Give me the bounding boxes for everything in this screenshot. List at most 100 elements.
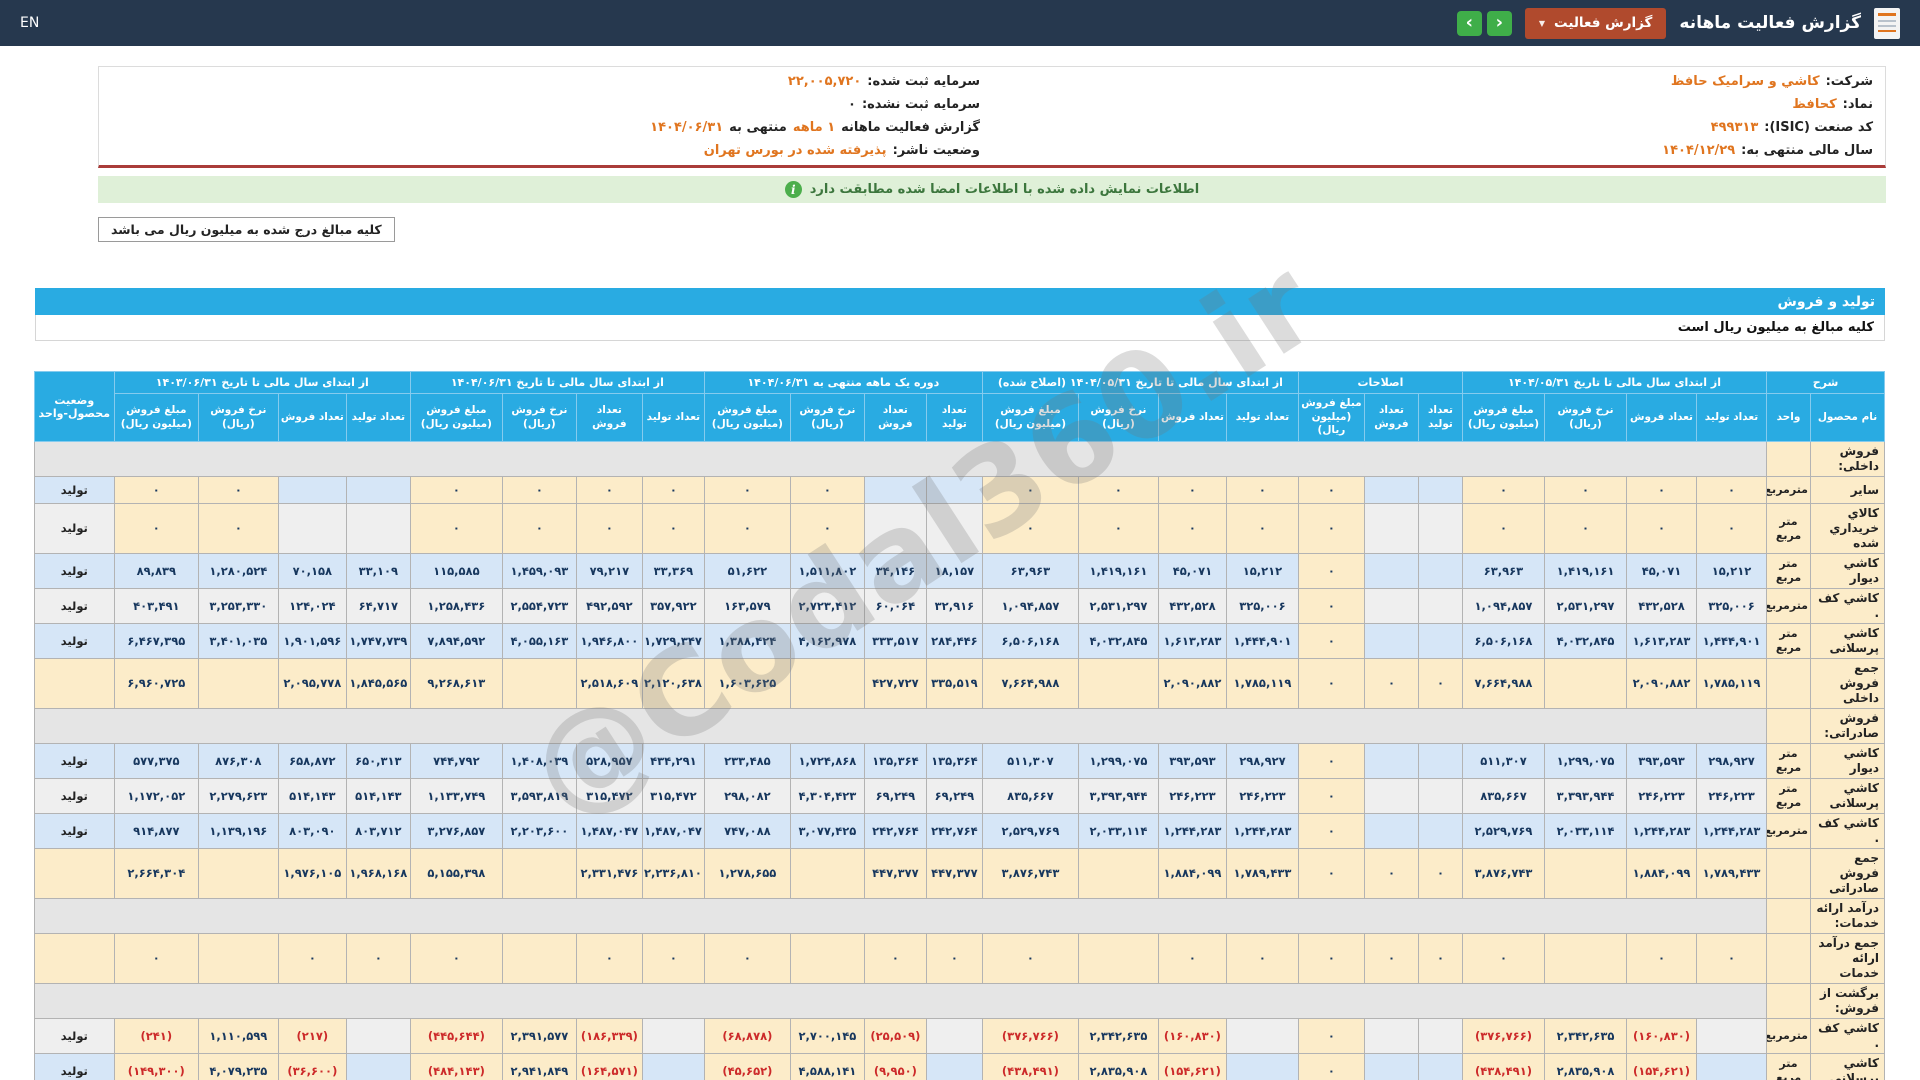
value-cell: [1363, 778, 1419, 814]
value-cell: ۰: [501, 476, 577, 504]
value-cell: ۲۹۸,۹۲۷: [1225, 743, 1299, 779]
value-cell: ۴,۰۳۲,۸۴۵: [1077, 623, 1159, 659]
value-cell: ۲۴۶,۲۲۳: [1626, 778, 1697, 814]
value-cell: ۸۷۶,۳۰۸: [197, 743, 279, 779]
value-cell: [1363, 813, 1419, 849]
info-field: سرمایه ثبت نشده: ۰: [99, 93, 992, 116]
chevron-down-icon: ▼: [1538, 18, 1546, 28]
value-cell: ۱۲۴,۰۲۴: [277, 588, 347, 624]
value-cell: (۲۴۱): [113, 1018, 199, 1054]
value-cell: [197, 658, 279, 709]
value-cell: ۶۰,۰۶۴: [863, 588, 927, 624]
total-row: جمع درآمد ارائه خدمات ۰ ۰ ۰ ۰ ۰ ۰ ۰ ۰ ۰ ۰ ۰ ۰ ۰ ۰ ۰ ۰ ۰ ۰: [33, 933, 1885, 984]
value-cell: ۸۹,۸۳۹: [113, 553, 199, 589]
total-row: جمع فروش داخلی ۱,۷۸۵,۱۱۹ ۲,۰۹۰,۸۸۲ ۷,۶۶۴,۹۸…: [33, 658, 1885, 709]
value-cell: ۰: [409, 476, 503, 504]
value-cell: (۹,۹۵۰): [863, 1053, 927, 1080]
value-cell: ۱۶۳,۵۷۹: [703, 588, 791, 624]
value-cell: [1363, 1053, 1419, 1080]
value-cell: ۰: [1225, 476, 1299, 504]
section-row: فروش صادراتی:: [33, 708, 1885, 744]
value-cell: ۴,۵۸۸,۱۴۱: [789, 1053, 865, 1080]
unit-cell: متر مربع: [1766, 623, 1811, 659]
value-cell: ۲,۲۳۶,۸۱۰: [641, 848, 705, 899]
prev-report-button[interactable]: ‹: [1486, 10, 1512, 36]
section-label-cell: فروش داخلی:: [1810, 441, 1885, 477]
value-cell: [197, 848, 279, 899]
amounts-note-row: کلیه مبالغ به میلیون ریال است: [35, 315, 1885, 341]
section-fill-cell: [33, 983, 1768, 1019]
value-cell: ۱,۷۸۵,۱۱۹: [1225, 658, 1299, 709]
column-header: مبلغ فروش (میلیون ریال): [703, 393, 791, 442]
value-cell: ۰: [1626, 503, 1697, 554]
info-value: کاشي و سرامیک حافظ: [1670, 74, 1820, 89]
column-header: تعداد تولید: [345, 393, 411, 442]
value-cell: [1077, 933, 1159, 984]
value-cell: ۲,۸۳۵,۹۰۸: [1077, 1053, 1159, 1080]
value-cell: ۱,۳۸۸,۴۲۴: [703, 623, 791, 659]
value-cell: [925, 1018, 983, 1054]
value-cell: ۱,۹۶۸,۱۶۸: [345, 848, 411, 899]
report-type-dropdown[interactable]: گزارش فعالیت ▼: [1524, 7, 1667, 39]
value-cell: ۰: [925, 933, 983, 984]
column-group-header: از ابتدای سال مالی تا تاریخ ۱۴۰۴/۰۵/۳۱ (…: [981, 371, 1299, 394]
column-header: تعداد فروش: [1626, 393, 1697, 442]
info-field: کد صنعت (ISIC): ۴۹۹۳۱۳: [992, 116, 1885, 139]
status-cell: تولید: [33, 778, 115, 814]
value-cell: ۲,۵۱۸,۶۰۹: [575, 658, 643, 709]
unit-cell: [1766, 708, 1811, 744]
value-cell: [1417, 1053, 1463, 1080]
column-header: تعداد فروش: [1363, 393, 1419, 442]
column-group-header: دوره یک ماهه منتهی به ۱۴۰۴/۰۶/۳۱: [703, 371, 983, 394]
value-cell: [789, 658, 865, 709]
product-name-cell: کاشي کف .: [1810, 588, 1885, 624]
info-value: ۰: [848, 97, 856, 112]
value-cell: ۰: [277, 933, 347, 984]
status-cell: تولید: [33, 476, 115, 504]
value-cell: ۳۲,۹۱۶: [925, 588, 983, 624]
product-name-cell: کاشي کف .: [1810, 1018, 1885, 1054]
unit-cell: [1766, 898, 1811, 934]
value-cell: ۲,۹۴۱,۸۴۹: [501, 1053, 577, 1080]
language-switch[interactable]: EN: [20, 15, 40, 31]
value-cell: ۰: [981, 476, 1079, 504]
value-cell: ۱,۸۸۴,۰۹۹: [1157, 848, 1227, 899]
next-report-button[interactable]: ›: [1456, 10, 1482, 36]
value-cell: ۲,۳۳۱,۴۷۶: [575, 848, 643, 899]
value-cell: ۶۹,۲۴۹: [925, 778, 983, 814]
value-cell: ۲,۲۷۹,۶۲۳: [197, 778, 279, 814]
value-cell: ۶,۵۰۶,۱۶۸: [1461, 623, 1546, 659]
unit-cell: متر مربع: [1766, 778, 1811, 814]
value-cell: ۰: [409, 933, 503, 984]
value-cell: ۲,۰۹۰,۸۸۲: [1157, 658, 1227, 709]
value-cell: ۳۳۳,۵۱۷: [863, 623, 927, 659]
value-cell: ۲,۵۲۹,۷۶۹: [1461, 813, 1546, 849]
total-row: جمع فروش صادراتی ۱,۷۸۹,۴۳۳ ۱,۸۸۴,۰۹۹ ۳,۸۷۶,…: [33, 848, 1885, 899]
info-field: گزارش فعالیت ماهانه ۱ ماهه منتهی به ۱۴۰۴/۰۶…: [99, 116, 992, 139]
value-cell: [925, 503, 983, 554]
company-info-panel: شرکت: کاشي و سرامیک حافظ سرمایه ثبت شده: ۲۲…: [98, 66, 1886, 168]
value-cell: [1696, 1018, 1767, 1054]
column-header: نرخ فروش (ریال): [501, 393, 577, 442]
column-header: تعداد تولید: [641, 393, 705, 442]
column-header: مبلغ فروش (میلیون ریال): [1297, 393, 1365, 442]
column-group-header: از ابتدای سال مالی تا تاریخ ۱۴۰۳/۰۶/۳۱: [113, 371, 411, 394]
unit-cell: [1766, 441, 1811, 477]
value-cell: [277, 476, 347, 504]
value-cell: ۲۴۶,۲۲۳: [1696, 778, 1767, 814]
value-cell: [1363, 623, 1419, 659]
value-cell: ۰: [1363, 848, 1419, 899]
product-row: کاشي دیوار متر مربع ۲۹۸,۹۲۷ ۳۹۳,۵۹۳ ۱,۲۹۹,۰۷…: [33, 743, 1885, 779]
column-group-header: شرح: [1766, 371, 1885, 394]
value-cell: ۰: [575, 503, 643, 554]
value-cell: ۳,۴۰۱,۰۳۵: [197, 623, 279, 659]
value-cell: ۰: [501, 503, 577, 554]
value-cell: ۶,۵۰۶,۱۶۸: [981, 623, 1079, 659]
table-wrapper: شرح از ابتدای سال مالی تا تاریخ ۱۴۰۴/۰۵/۳…: [33, 371, 1885, 1080]
value-cell: ۲۹۸,۰۸۲: [703, 778, 791, 814]
status-cell: تولید: [33, 813, 115, 849]
value-cell: ۰: [1297, 743, 1365, 779]
value-cell: ۲,۰۹۵,۷۷۸: [277, 658, 347, 709]
signature-notice: اطلاعات نمایش داده شده با اطلاعات امضا ش…: [98, 176, 1886, 203]
value-cell: [501, 933, 577, 984]
